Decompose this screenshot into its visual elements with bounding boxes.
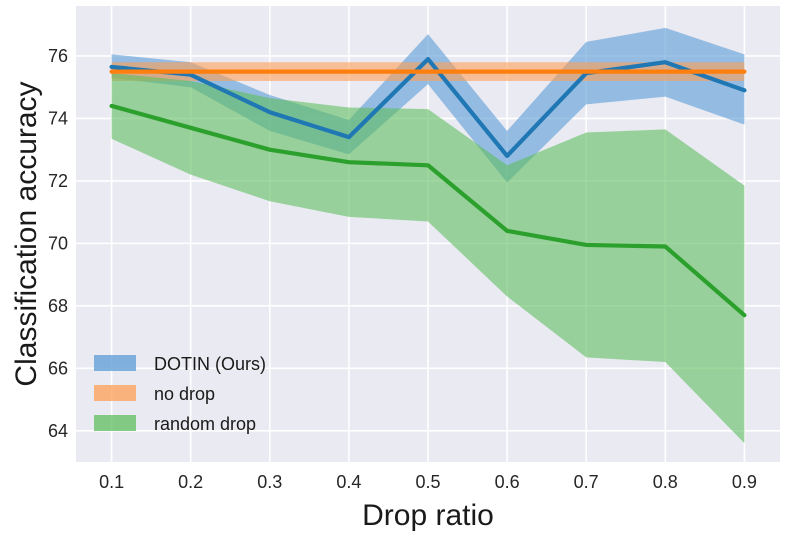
legend-swatch-2 (94, 385, 136, 401)
y-tick-label-76: 76 (48, 46, 68, 66)
y-tick-label-70: 70 (48, 233, 68, 253)
legend-label-1: DOTIN (Ours) (154, 354, 266, 374)
x-tick-label-0.2: 0.2 (178, 472, 203, 492)
y-tick-label-64: 64 (48, 421, 68, 441)
band-series-3 (111, 73, 745, 444)
x-tick-label-0.1: 0.1 (99, 472, 124, 492)
y-tick-label-68: 68 (48, 296, 68, 316)
line-series-1 (109, 56, 747, 159)
y-tick-labels: 64 66 68 70 72 74 76 (48, 46, 68, 441)
y-tick-label-74: 74 (48, 108, 68, 128)
x-tick-label-0.4: 0.4 (336, 472, 361, 492)
legend-swatch-3 (94, 415, 136, 431)
x-tick-label-0.7: 0.7 (574, 472, 599, 492)
series-lines (109, 56, 747, 318)
y-tick-label-72: 72 (48, 171, 68, 191)
x-axis-label: Drop ratio (362, 499, 494, 532)
x-tick-label-0.8: 0.8 (653, 472, 678, 492)
legend: DOTIN (Ours) no drop random drop (94, 354, 266, 434)
line-series-3 (109, 103, 747, 318)
legend-label-2: no drop (154, 384, 215, 404)
x-tick-label-0.6: 0.6 (495, 472, 520, 492)
y-tick-label-66: 66 (48, 358, 68, 378)
x-tick-labels: 0.1 0.2 0.3 0.4 0.5 0.6 0.7 0.8 0.9 (99, 472, 757, 492)
x-tick-label-0.5: 0.5 (415, 472, 440, 492)
y-axis-label: Classification accuracy (10, 81, 43, 386)
legend-label-3: random drop (154, 414, 256, 434)
x-tick-label-0.3: 0.3 (257, 472, 282, 492)
x-tick-label-0.9: 0.9 (732, 472, 757, 492)
legend-swatch-1 (94, 355, 136, 371)
